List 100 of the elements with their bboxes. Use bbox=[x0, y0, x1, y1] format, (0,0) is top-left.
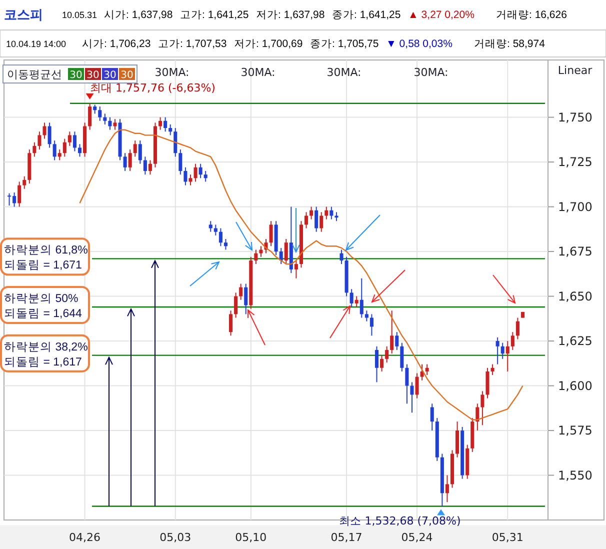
candlestick bbox=[516, 317, 520, 340]
annotation: 30 bbox=[70, 70, 82, 81]
candlestick bbox=[330, 206, 334, 220]
y-tick-label: 1,600 bbox=[558, 378, 592, 393]
candlestick bbox=[425, 364, 429, 376]
candlestick bbox=[390, 310, 394, 354]
candlestick bbox=[405, 364, 409, 404]
candlestick bbox=[350, 288, 354, 308]
candlestick bbox=[510, 332, 514, 350]
text: 거래량: 58,974 bbox=[474, 38, 546, 50]
candlestick bbox=[18, 181, 22, 208]
annotation: 30MA: bbox=[240, 66, 276, 79]
candlestick bbox=[113, 118, 117, 130]
candlestick bbox=[385, 346, 389, 363]
candlestick bbox=[22, 176, 26, 190]
x-tick-label: 05,10 bbox=[235, 531, 267, 544]
candlestick bbox=[133, 140, 137, 158]
text: 고가: 1,641,25 bbox=[180, 9, 249, 21]
candlestick bbox=[148, 160, 152, 176]
annotation: 30MA: bbox=[414, 66, 448, 79]
candlestick bbox=[168, 124, 172, 136]
text: 종가: 1,641,25 bbox=[332, 9, 401, 21]
candlestick bbox=[138, 140, 142, 164]
y-tick-label: 1,675 bbox=[558, 244, 592, 259]
candlestick bbox=[78, 144, 82, 158]
y-tick-label: 1,625 bbox=[558, 334, 592, 348]
candlestick bbox=[415, 372, 419, 399]
candlestick bbox=[490, 364, 494, 376]
candlestick bbox=[395, 332, 399, 350]
x-tick-label: 05,03 bbox=[160, 531, 192, 544]
candlestick bbox=[324, 206, 328, 220]
candlestick bbox=[360, 278, 364, 318]
candlestick bbox=[430, 403, 434, 432]
x-tick-label: 05,17 bbox=[330, 531, 362, 544]
annotation: 30MA: bbox=[326, 66, 362, 79]
candlestick bbox=[52, 140, 56, 161]
candlestick bbox=[72, 131, 76, 152]
candlestick bbox=[279, 247, 283, 265]
text: 종가: 1,705,75 bbox=[310, 38, 379, 50]
ref-line-label: 하락분의 61,8% 되돌림 = 1,671 bbox=[4, 244, 88, 272]
candlestick bbox=[214, 224, 218, 236]
text: 10.04.19 14:00 bbox=[6, 39, 66, 49]
candlestick bbox=[254, 249, 258, 265]
text: 거래량: 16,626 bbox=[496, 9, 568, 21]
y-tick-label: 1,550 bbox=[558, 468, 592, 482]
text: ▲ 3,27 0,20% bbox=[408, 9, 474, 21]
candlestick bbox=[188, 174, 192, 186]
candlestick bbox=[123, 152, 127, 172]
candlestick bbox=[445, 474, 449, 503]
candlestick bbox=[304, 212, 308, 229]
text: 10.05.31 bbox=[62, 10, 98, 20]
candlestick bbox=[486, 367, 490, 399]
candlestick bbox=[259, 246, 263, 258]
candlestick bbox=[164, 116, 168, 132]
candlestick bbox=[294, 260, 298, 279]
text: 고가: 1,707,53 bbox=[158, 38, 227, 50]
candlestick bbox=[32, 142, 36, 158]
ref-line-label: 최소 1,532,68 (7,08%) bbox=[339, 514, 461, 528]
candlestick bbox=[38, 131, 42, 150]
x-tick-label: 05,31 bbox=[492, 531, 524, 544]
candlestick bbox=[374, 346, 379, 383]
text: 시가: 1,637,98 bbox=[104, 9, 173, 21]
annotation: 이동평균선 bbox=[7, 68, 62, 81]
candlestick bbox=[103, 113, 107, 125]
candlestick bbox=[229, 310, 233, 336]
candlestick bbox=[380, 354, 384, 372]
candlestick bbox=[204, 170, 208, 182]
candlestick bbox=[244, 283, 248, 315]
candlestick bbox=[88, 102, 92, 130]
candlestick bbox=[456, 421, 460, 458]
candlestick bbox=[314, 206, 318, 232]
y-tick-label: 1,725 bbox=[558, 155, 592, 170]
candlestick bbox=[340, 249, 344, 265]
candlestick bbox=[370, 314, 374, 336]
ref-line-label: 하락분의 50% 되돌림 = 1,644 bbox=[4, 293, 82, 320]
candlestick bbox=[410, 382, 414, 414]
annotation: 30 bbox=[104, 70, 116, 81]
text: 시가: 1,706,23 bbox=[82, 38, 151, 50]
candlestick bbox=[62, 138, 66, 158]
candlestick bbox=[48, 122, 52, 148]
candlestick bbox=[68, 131, 72, 146]
text: ▼ 0,58 0,03% bbox=[386, 38, 452, 50]
candlestick bbox=[224, 238, 228, 250]
candlestick bbox=[174, 128, 178, 158]
annotation: 30 bbox=[86, 70, 100, 81]
candlestick bbox=[178, 148, 182, 176]
chart-title: 코스피 bbox=[4, 8, 43, 23]
candlestick bbox=[198, 163, 202, 179]
candlestick bbox=[284, 238, 288, 265]
text: Linear bbox=[558, 64, 593, 77]
text: 저가: 1,700,69 bbox=[234, 38, 303, 50]
candlestick bbox=[476, 403, 480, 432]
candlestick bbox=[239, 283, 243, 300]
candlestick bbox=[310, 206, 314, 220]
candlestick bbox=[269, 220, 273, 247]
annotation: 30 bbox=[120, 70, 134, 81]
candlestick bbox=[480, 390, 484, 426]
candlestick bbox=[128, 148, 132, 172]
candlestick bbox=[42, 122, 46, 140]
candlestick bbox=[98, 106, 102, 122]
